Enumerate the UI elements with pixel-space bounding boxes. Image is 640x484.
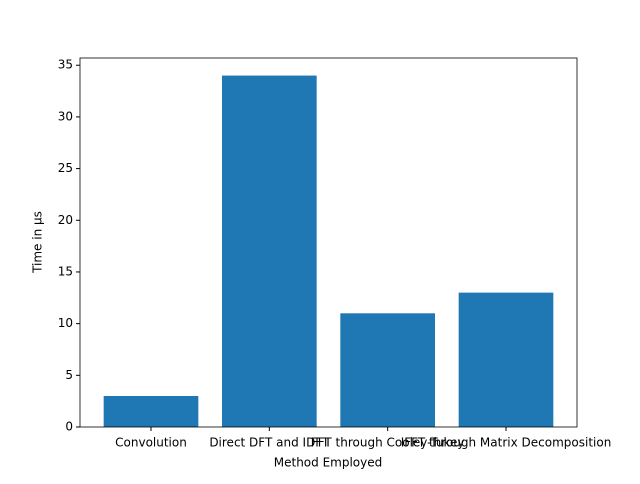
x-tick-label: IFFT through Matrix Decomposition [401, 436, 612, 450]
bar [222, 75, 317, 428]
bar [458, 292, 554, 427]
y-tick-label: 20 [58, 213, 73, 227]
x-tick-label: Convolution [115, 436, 187, 450]
plot-frame [79, 57, 578, 428]
x-tick-label: FFT through Cooley-Tukey [311, 436, 465, 450]
y-tick-label: 5 [65, 368, 73, 382]
y-tick-label: 0 [65, 420, 73, 434]
x-axis-label: Method Employed [274, 456, 383, 470]
y-tick-label: 35 [58, 58, 73, 72]
y-axis-label: Time in μs [31, 211, 45, 274]
bar [340, 313, 435, 427]
y-tick-label: 15 [58, 264, 73, 278]
y-tick-label: 30 [58, 109, 73, 123]
bar [103, 395, 199, 427]
y-tick-label: 10 [58, 316, 73, 330]
x-tick-label: Direct DFT and IDFT [209, 436, 330, 450]
y-tick-label: 25 [58, 161, 73, 175]
